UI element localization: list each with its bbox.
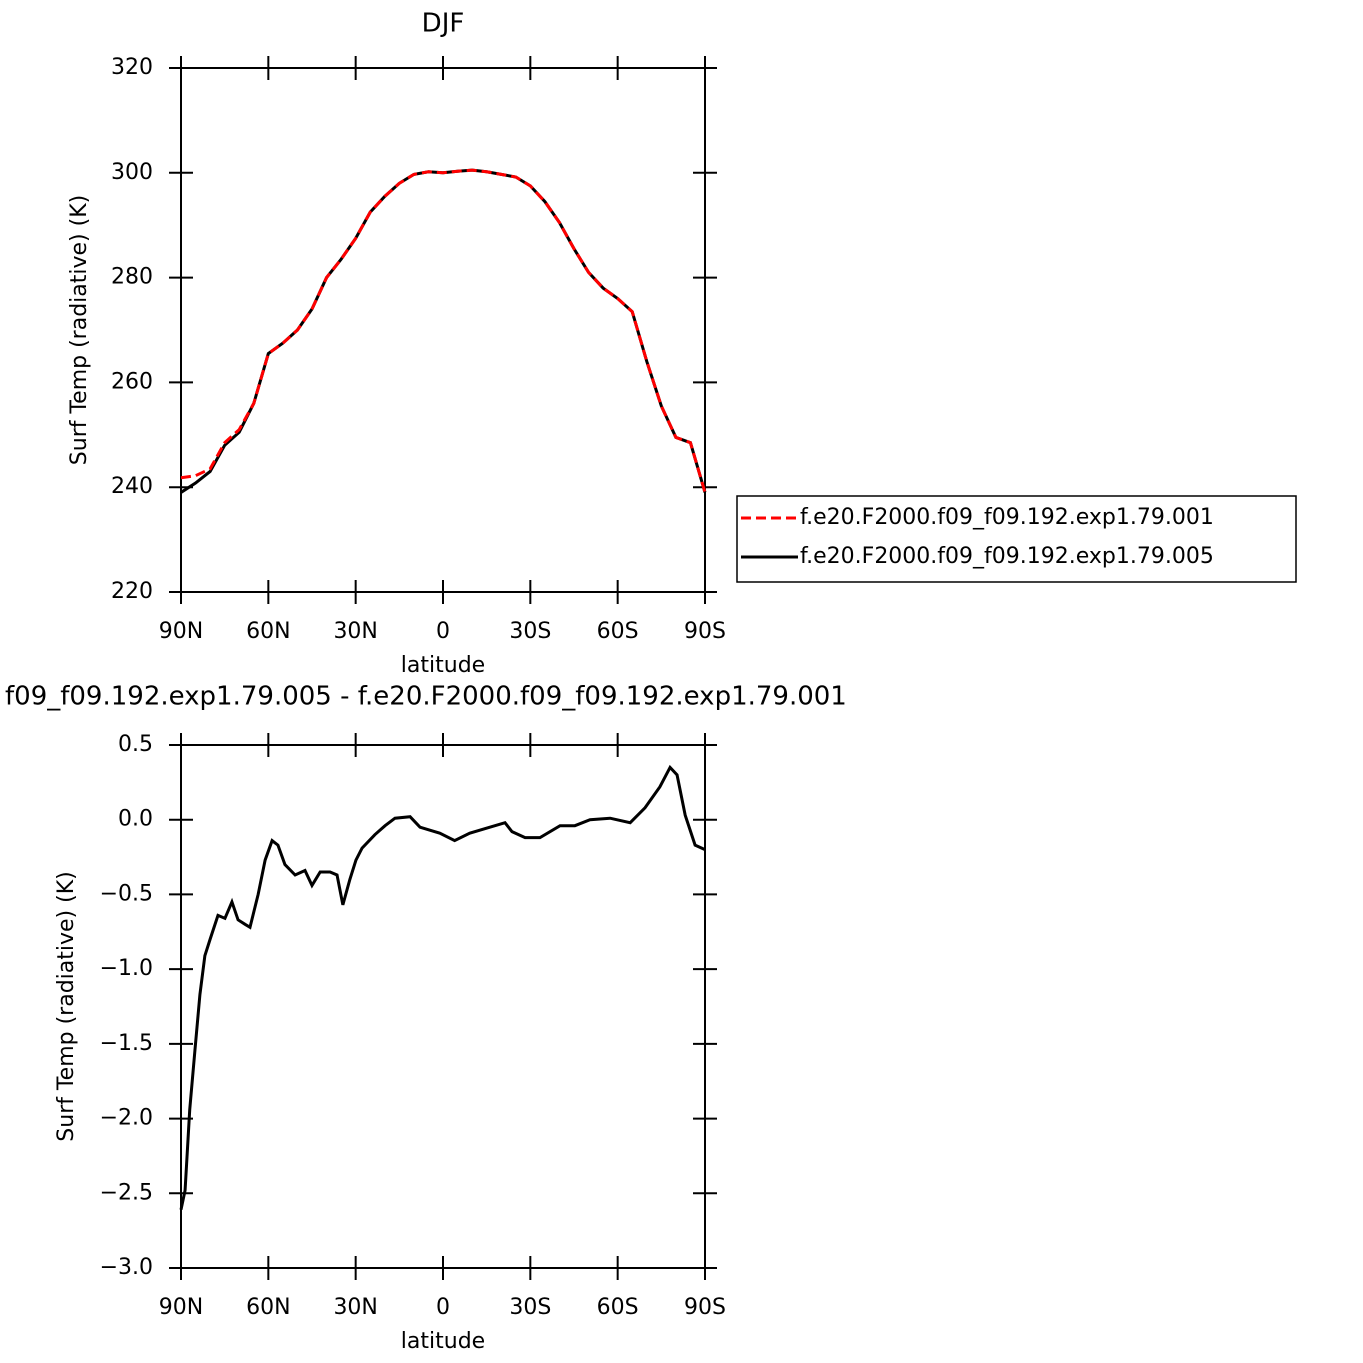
x-tick-label: 90S xyxy=(684,1295,726,1320)
y-tick-label: 280 xyxy=(111,265,153,290)
x-tick-label: 90S xyxy=(684,619,726,644)
x-axis-label: latitude xyxy=(401,1329,485,1354)
x-tick-label: 0 xyxy=(436,1295,450,1320)
y-tick-label: 260 xyxy=(111,369,153,394)
y-tick-label: −1.0 xyxy=(100,956,153,981)
x-tick-label: 90N xyxy=(159,619,203,644)
x-tick-label: 0 xyxy=(436,619,450,644)
legend-label: f.e20.F2000.f09_f09.192.exp1.79.001 xyxy=(800,505,1214,530)
x-tick-label: 60S xyxy=(597,619,639,644)
legend-label: f.e20.F2000.f09_f09.192.exp1.79.005 xyxy=(800,544,1214,569)
y-tick-label: −3.0 xyxy=(100,1255,153,1280)
data-line xyxy=(180,168,707,494)
y-tick-label: −2.0 xyxy=(100,1106,153,1131)
x-tick-label: 60N xyxy=(246,619,290,644)
y-axis-label: Surf Temp (radiative) (K) xyxy=(54,871,79,1141)
plot-frame xyxy=(180,744,706,1269)
data-line xyxy=(179,764,706,1211)
y-tick-label: 0.5 xyxy=(118,732,153,757)
legend-box xyxy=(736,495,1297,583)
x-tick-label: 60N xyxy=(246,1295,290,1320)
x-tick-label: 30S xyxy=(509,619,551,644)
y-axis-label: Surf Temp (radiative) (K) xyxy=(67,195,92,465)
x-tick-label: 30N xyxy=(333,619,377,644)
y-tick-label: −2.5 xyxy=(100,1180,153,1205)
y-tick-label: 320 xyxy=(111,55,153,80)
x-tick-label: 30S xyxy=(509,1295,551,1320)
plot-frame xyxy=(180,67,706,593)
x-tick-label: 60S xyxy=(597,1295,639,1320)
x-axis-label: latitude xyxy=(401,653,485,678)
y-tick-label: 0.0 xyxy=(118,807,153,832)
y-tick-label: 300 xyxy=(111,160,153,185)
x-tick-label: 90N xyxy=(159,1295,203,1320)
y-tick-label: 220 xyxy=(111,579,153,604)
y-tick-label: −1.5 xyxy=(100,1031,153,1056)
y-tick-label: −0.5 xyxy=(100,881,153,906)
x-tick-label: 30N xyxy=(333,1295,377,1320)
chart-title: DJF xyxy=(422,9,465,39)
y-tick-label: 240 xyxy=(111,474,153,499)
data-line xyxy=(180,168,707,493)
chart-title: f09_f09.192.exp1.79.005 - f.e20.F2000.f0… xyxy=(5,682,847,712)
